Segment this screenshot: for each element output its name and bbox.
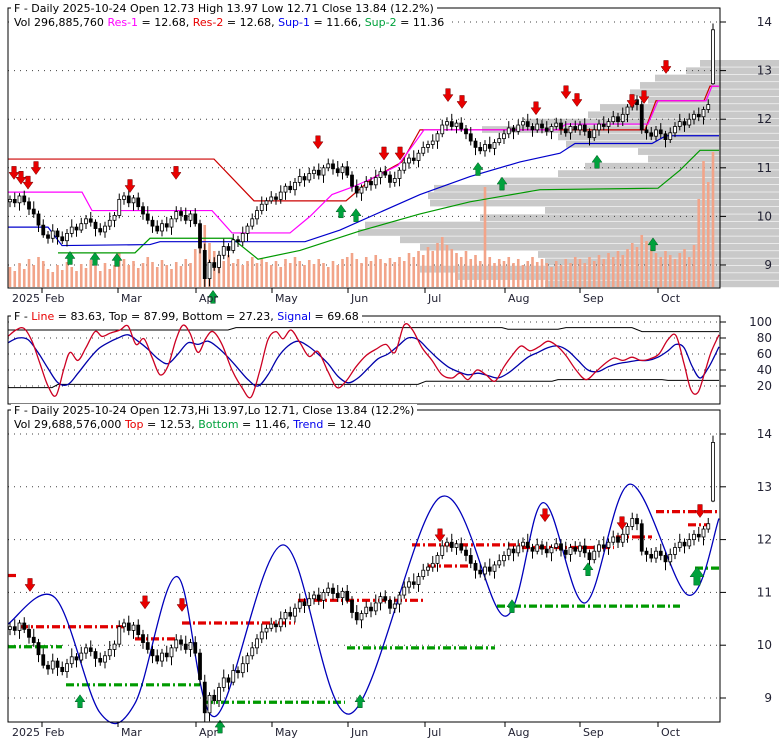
svg-text:May: May (275, 292, 298, 305)
panel3-legend: Vol 29,688,576,000 Top = 12.53, Bottom =… (11, 418, 375, 431)
svg-text:Jul: Jul (427, 292, 441, 305)
svg-text:2025: 2025 (12, 726, 40, 739)
p3h2-seg-3: Bottom (198, 418, 239, 431)
svg-text:Mar: Mar (121, 726, 142, 739)
p2h1-seg-0: F - (14, 310, 32, 323)
price-axis: 14 13 12 11 10 9 (720, 15, 772, 272)
oscillator-panel: 100 80 60 40 20 (7, 315, 772, 399)
svg-text:14: 14 (757, 427, 772, 441)
svg-text:Jun: Jun (350, 292, 368, 305)
p1h2-seg-2: = 12.68, (138, 16, 193, 29)
p1h2-seg-0: Vol 296,885,760 (14, 16, 108, 29)
svg-text:60: 60 (757, 347, 772, 361)
p3h2-seg-6: = 12.40 (323, 418, 372, 431)
price-axis-3: 14 13 12 11 10 9 (720, 427, 772, 705)
svg-text:10: 10 (757, 638, 772, 652)
p2h1-seg-4: = 69.68 (311, 310, 359, 323)
svg-text:Feb: Feb (45, 292, 64, 305)
svg-text:Aug: Aug (508, 292, 529, 305)
p3h2-seg-2: = 12.53, (143, 418, 199, 431)
svg-text:Mar: Mar (121, 292, 142, 305)
svg-text:Apr: Apr (199, 726, 219, 739)
svg-text:11: 11 (757, 161, 772, 175)
svg-text:9: 9 (764, 691, 772, 705)
svg-text:12: 12 (757, 112, 772, 126)
panel1-title: F - Daily 2025-10-24 Open 12.73 High 13.… (11, 2, 437, 15)
svg-text:Jul: Jul (427, 726, 441, 739)
svg-text:Jun: Jun (350, 726, 368, 739)
svg-text:11: 11 (757, 585, 772, 599)
month-axis: 2025 Feb Mar Apr May Jun Jul Aug Sep Oct (12, 722, 681, 739)
svg-text:20: 20 (757, 379, 772, 393)
svg-text:40: 40 (757, 363, 772, 377)
p3h2-seg-0: Vol 29,688,576,000 (14, 418, 125, 431)
svg-text:Oct: Oct (661, 292, 681, 305)
svg-text:9: 9 (764, 258, 772, 272)
svg-text:80: 80 (757, 331, 772, 345)
signal-arrows (8, 60, 672, 304)
price-gridlines-3 (8, 433, 720, 699)
svg-text:Sep: Sep (583, 292, 604, 305)
panel2-legend: F - Line = 83.63, Top = 87.99, Bottom = … (11, 310, 362, 323)
svg-text:Apr: Apr (199, 292, 219, 305)
p2h1-seg-2: = 83.63, Top = 87.99, Bottom = 27.23, (54, 310, 278, 323)
p3h2-seg-5: Trend (293, 418, 324, 431)
panel2-border (7, 315, 721, 405)
p1h2-seg-1: Res-1 (107, 16, 139, 29)
p1h2-seg-6: = 11.66, (310, 16, 365, 29)
svg-text:14: 14 (757, 15, 772, 29)
signal-arrows-3 (24, 504, 706, 734)
panel3-title: F - Daily 2025-10-24 Open 12.73,Hi 13.97… (11, 404, 418, 417)
p2h1-seg-3: Signal (277, 310, 312, 323)
p1h2-seg-4: = 12.68, (223, 16, 279, 29)
svg-text:Aug: Aug (508, 726, 529, 739)
svg-text:13: 13 (757, 480, 772, 494)
panel1-legend: Vol 296,885,760 Res-1 = 12.68, Res-2 = 1… (11, 16, 448, 29)
p3h2-seg-4: = 11.46, (238, 418, 294, 431)
svg-text:12: 12 (757, 533, 772, 547)
p1h2-seg-5: Sup-1 (278, 16, 310, 29)
month-axis: 2025 Feb Mar Apr May Jun Jul Aug Sep Oct (12, 288, 681, 305)
svg-text:100: 100 (749, 315, 772, 329)
p1h2-seg-8: = 11.36 (396, 16, 445, 29)
svg-text:Sep: Sep (583, 726, 604, 739)
svg-text:Feb: Feb (45, 726, 64, 739)
svg-text:May: May (275, 726, 298, 739)
candlestick-series-3 (8, 435, 715, 722)
p2h1-seg-1: Line (31, 310, 55, 323)
p3h2-seg-1: Top (124, 418, 144, 431)
svg-text:Oct: Oct (661, 726, 681, 739)
p1h2-seg-3: Res-2 (192, 16, 224, 29)
svg-text:2025: 2025 (12, 292, 40, 305)
svg-text:10: 10 (757, 209, 772, 223)
p1h2-seg-7: Sup-2 (364, 16, 397, 29)
cycle-line (7, 483, 720, 725)
svg-text:13: 13 (757, 64, 772, 78)
panel3-border (7, 409, 721, 723)
